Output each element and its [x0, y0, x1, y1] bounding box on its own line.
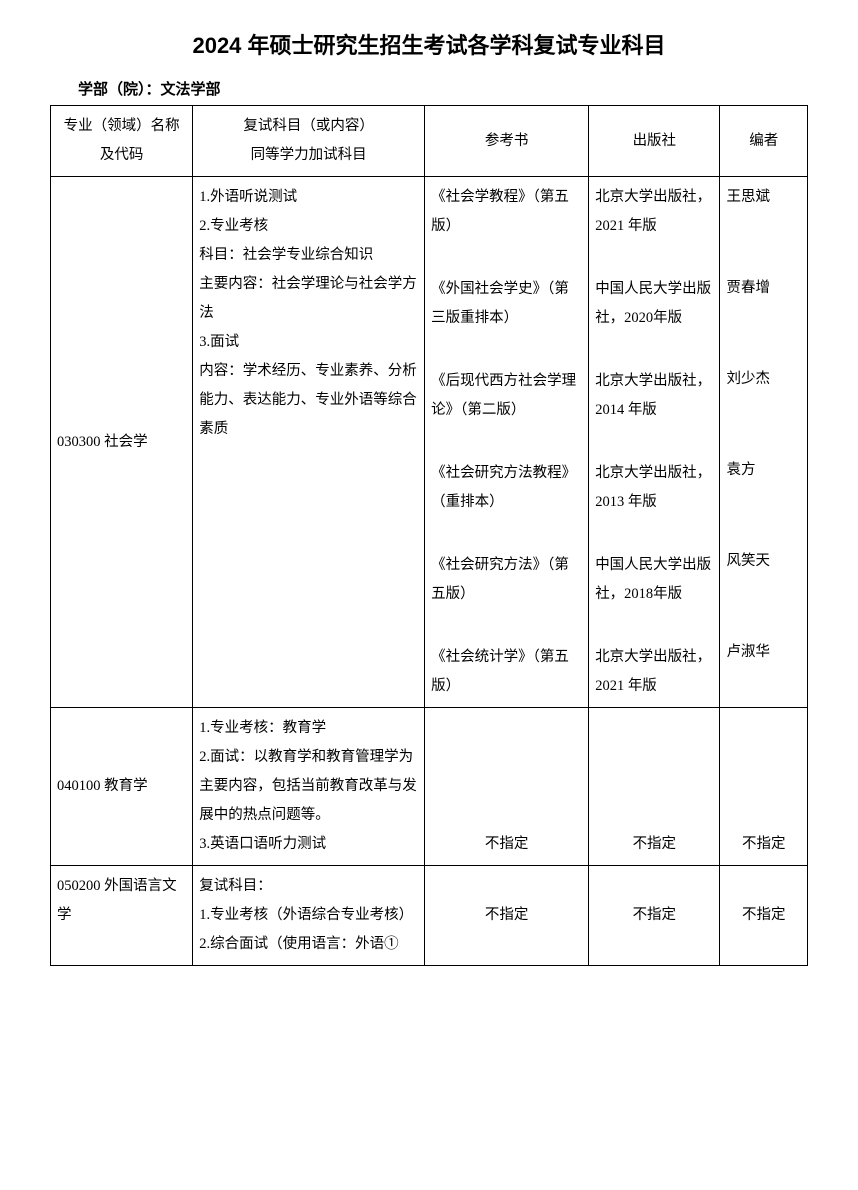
table-row: 030300 社会学 1.外语听说测试 2.专业考核 科目：社会学专业综合知识 …	[51, 177, 808, 708]
cell-publisher: 不指定	[589, 866, 720, 966]
cell-subject: 1.专业考核：教育学 2.面试：以教育学和教育管理学为主要内容，包括当前教育改革…	[193, 708, 425, 866]
publisher-item: 北京大学出版社，2013 年版	[595, 459, 713, 517]
publisher-item: 中国人民大学出版社，2018年版	[595, 551, 713, 609]
author-item: 卢淑华	[726, 638, 801, 667]
header-major: 专业（领域）名称及代码	[51, 106, 193, 177]
publisher-item: 北京大学出版社，2014 年版	[595, 367, 713, 425]
cell-books: 《社会学教程》（第五版） 《外国社会学史》（第三版重排本） 《后现代西方社会学理…	[425, 177, 589, 708]
header-book: 参考书	[425, 106, 589, 177]
cell-book: 不指定	[425, 708, 589, 866]
cell-major: 040100 教育学	[51, 708, 193, 866]
author-item: 袁方	[726, 456, 801, 485]
cell-subject: 复试科目： 1.专业考核（外语综合专业考核） 2.综合面试（使用语言：外语①	[193, 866, 425, 966]
book-item: 《外国社会学史》（第三版重排本）	[431, 275, 582, 333]
publisher-item: 北京大学出版社，2021 年版	[595, 643, 713, 701]
table-header-row: 专业（领域）名称及代码 复试科目（或内容） 同等学力加试科目 参考书 出版社 编…	[51, 106, 808, 177]
cell-publisher: 不指定	[589, 708, 720, 866]
book-item: 《社会学教程》（第五版）	[431, 183, 582, 241]
header-subject: 复试科目（或内容） 同等学力加试科目	[193, 106, 425, 177]
cell-author: 不指定	[720, 708, 808, 866]
page-title: 2024 年硕士研究生招生考试各学科复试专业科目	[50, 28, 808, 60]
author-item: 风笑天	[726, 547, 801, 576]
book-item: 《社会研究方法》（第五版）	[431, 551, 582, 609]
header-publisher: 出版社	[589, 106, 720, 177]
publisher-item: 北京大学出版社，2021 年版	[595, 183, 713, 241]
cell-book: 不指定	[425, 866, 589, 966]
cell-author: 不指定	[720, 866, 808, 966]
cell-publishers: 北京大学出版社，2021 年版 中国人民大学出版社，2020年版 北京大学出版社…	[589, 177, 720, 708]
header-author: 编者	[720, 106, 808, 177]
department-label: 学部（院）：文法学部	[78, 78, 808, 99]
book-item: 《后现代西方社会学理论》（第二版）	[431, 367, 582, 425]
author-item: 贾春增	[726, 274, 801, 303]
book-item: 《社会研究方法教程》（重排本）	[431, 459, 582, 517]
table-row: 040100 教育学 1.专业考核：教育学 2.面试：以教育学和教育管理学为主要…	[51, 708, 808, 866]
cell-authors: 王思斌 贾春增 刘少杰 袁方 风笑天 卢淑华	[720, 177, 808, 708]
author-item: 王思斌	[726, 183, 801, 212]
author-item: 刘少杰	[726, 365, 801, 394]
cell-subject: 1.外语听说测试 2.专业考核 科目：社会学专业综合知识 主要内容：社会学理论与…	[193, 177, 425, 708]
table-row: 050200 外国语言文学 复试科目： 1.专业考核（外语综合专业考核） 2.综…	[51, 866, 808, 966]
publisher-item: 中国人民大学出版社，2020年版	[595, 275, 713, 333]
book-item: 《社会统计学》（第五版）	[431, 643, 582, 701]
subjects-table: 专业（领域）名称及代码 复试科目（或内容） 同等学力加试科目 参考书 出版社 编…	[50, 105, 808, 966]
cell-major: 050200 外国语言文学	[51, 866, 193, 966]
cell-major: 030300 社会学	[51, 177, 193, 708]
